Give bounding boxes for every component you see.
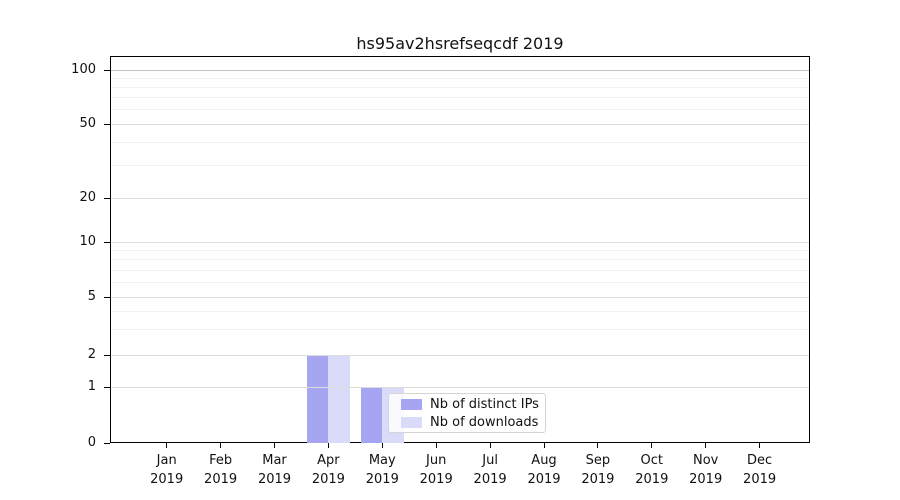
x-tick-month: Sep bbox=[585, 453, 611, 468]
y-tick-label: 1 bbox=[87, 379, 96, 394]
y-tick-label: 50 bbox=[79, 116, 96, 131]
x-tick-year: 2019 bbox=[581, 471, 615, 487]
y-tick-mark bbox=[104, 386, 110, 388]
gridline-minor bbox=[111, 77, 809, 79]
x-tick-year: 2019 bbox=[635, 471, 669, 487]
bar bbox=[360, 387, 383, 443]
y-tick-mark bbox=[104, 69, 110, 71]
x-tick-mark bbox=[435, 443, 437, 448]
legend-item: Nb of distinct IPs bbox=[401, 397, 545, 412]
x-tick-label: Oct 2019 bbox=[624, 452, 680, 489]
x-tick-month: Jun bbox=[426, 453, 447, 468]
x-tick-label: Jul 2019 bbox=[462, 452, 518, 489]
x-tick-year: 2019 bbox=[473, 471, 507, 487]
y-tick-label: 100 bbox=[71, 62, 96, 77]
x-tick-mark bbox=[274, 443, 275, 448]
x-tick-year: 2019 bbox=[311, 471, 345, 487]
x-tick-month: Dec bbox=[747, 453, 773, 468]
x-tick-mark bbox=[759, 443, 761, 448]
y-tick-label: 5 bbox=[87, 289, 96, 304]
x-tick-mark bbox=[166, 443, 168, 448]
x-tick-year: 2019 bbox=[743, 471, 777, 487]
gridline-minor bbox=[111, 86, 809, 88]
gridline-minor bbox=[111, 97, 809, 99]
gridline-major bbox=[111, 354, 809, 356]
gridline-minor bbox=[111, 109, 809, 111]
x-tick-mark bbox=[543, 443, 545, 448]
gridline-minor bbox=[111, 141, 809, 143]
legend: Nb of distinct IPs Nb of downloads bbox=[388, 393, 546, 433]
gridline-minor bbox=[111, 269, 809, 271]
x-tick-mark bbox=[651, 443, 653, 448]
x-tick-month: Mar bbox=[262, 453, 287, 468]
x-tick-month: Nov bbox=[693, 453, 719, 468]
y-tick-mark bbox=[104, 123, 110, 125]
legend-item: Nb of downloads bbox=[401, 415, 545, 430]
y-tick-mark bbox=[104, 296, 110, 298]
x-tick-mark bbox=[597, 443, 599, 448]
y-tick-label: 2 bbox=[87, 347, 96, 362]
gridline-minor bbox=[111, 328, 809, 330]
gridline-major bbox=[111, 197, 809, 199]
y-tick-mark bbox=[104, 442, 110, 444]
y-tick-mark bbox=[104, 354, 110, 356]
x-tick-mark bbox=[705, 443, 707, 448]
gridline-major bbox=[111, 296, 809, 298]
gridline-major bbox=[111, 241, 809, 243]
x-tick-mark bbox=[489, 443, 491, 448]
x-tick-year: 2019 bbox=[365, 471, 399, 487]
x-tick-year: 2019 bbox=[527, 471, 561, 487]
y-tick-label: 20 bbox=[79, 190, 96, 205]
y-tick-label: 10 bbox=[79, 234, 96, 249]
gridline-minor bbox=[111, 310, 809, 312]
x-tick-year: 2019 bbox=[419, 471, 453, 487]
x-tick-year: 2019 bbox=[150, 471, 184, 487]
y-tick-mark bbox=[104, 241, 110, 243]
gridline-minor bbox=[111, 282, 809, 284]
x-tick-label: Aug 2019 bbox=[516, 452, 572, 489]
x-tick-mark bbox=[220, 443, 222, 448]
gridline-major bbox=[111, 123, 809, 125]
gridline-major bbox=[111, 69, 809, 71]
legend-swatch bbox=[401, 416, 422, 428]
x-tick-mark bbox=[327, 443, 329, 448]
bar bbox=[306, 355, 329, 443]
x-tick-label: Mar 2019 bbox=[247, 452, 303, 489]
legend-label: Nb of distinct IPs bbox=[430, 396, 539, 412]
plot-area bbox=[110, 56, 810, 443]
x-tick-label: Sep 2019 bbox=[570, 452, 626, 489]
y-tick-label: 0 bbox=[87, 435, 96, 450]
x-tick-month: Feb bbox=[209, 453, 233, 468]
x-tick-month: Jan bbox=[156, 453, 177, 468]
x-tick-year: 2019 bbox=[257, 471, 292, 487]
legend-swatch bbox=[401, 398, 422, 410]
x-tick-month: May bbox=[368, 453, 396, 468]
x-tick-mark bbox=[381, 443, 383, 448]
bar bbox=[328, 355, 350, 443]
x-tick-label: Nov 2019 bbox=[678, 452, 734, 489]
legend-label: Nb of downloads bbox=[430, 414, 539, 430]
x-tick-month: Oct bbox=[640, 453, 664, 468]
x-tick-label: Apr 2019 bbox=[300, 452, 356, 489]
x-tick-label: Jun 2019 bbox=[408, 452, 464, 489]
x-tick-month: Apr bbox=[317, 453, 340, 468]
x-tick-label: Jan 2019 bbox=[139, 452, 195, 489]
gridline-major bbox=[111, 386, 809, 388]
x-tick-month: Jul bbox=[482, 453, 498, 468]
gridline-minor bbox=[111, 164, 809, 166]
gridline-minor bbox=[111, 249, 809, 251]
x-tick-label: Dec 2019 bbox=[732, 452, 788, 489]
y-tick-mark bbox=[104, 197, 110, 199]
x-tick-label: Feb 2019 bbox=[193, 452, 249, 489]
x-tick-year: 2019 bbox=[689, 471, 723, 487]
x-tick-year: 2019 bbox=[204, 471, 238, 487]
x-tick-label: May 2019 bbox=[354, 452, 410, 489]
x-tick-month: Aug bbox=[531, 453, 557, 468]
gridline-minor bbox=[111, 259, 809, 261]
chart-title: hs95av2hsrefseqcdf 2019 bbox=[356, 34, 564, 53]
